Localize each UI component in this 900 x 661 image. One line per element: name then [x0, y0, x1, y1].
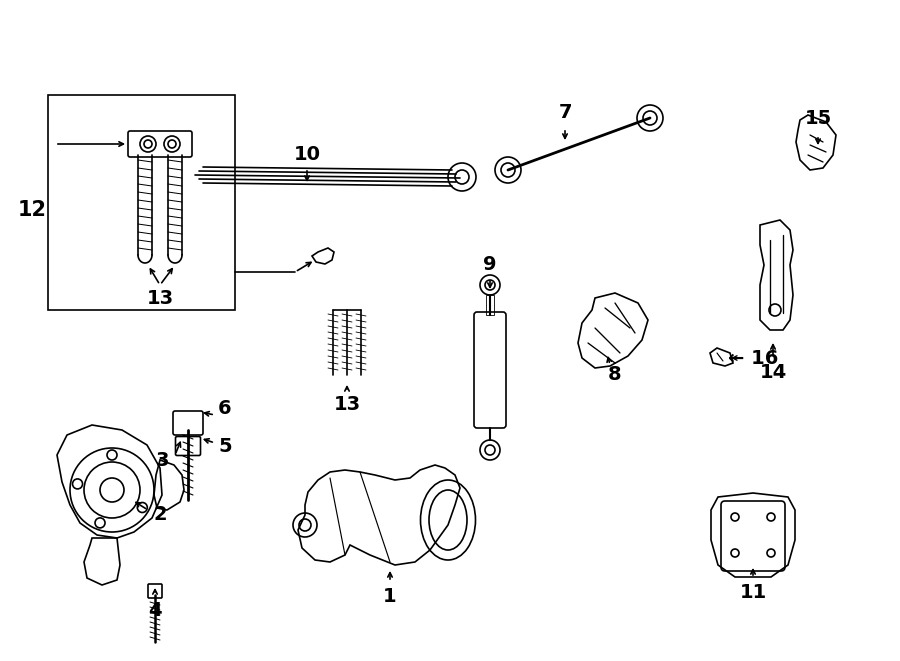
Text: 8: 8 — [608, 366, 622, 385]
Text: 14: 14 — [760, 362, 787, 381]
Text: 12: 12 — [17, 200, 47, 220]
Text: 7: 7 — [558, 104, 572, 122]
Text: 13: 13 — [147, 288, 174, 307]
Text: 9: 9 — [483, 256, 497, 274]
Text: 3: 3 — [155, 451, 169, 469]
Text: ← 16: ← 16 — [728, 348, 778, 368]
Text: 10: 10 — [293, 145, 320, 165]
Text: 4: 4 — [148, 600, 162, 619]
Text: 6: 6 — [218, 399, 232, 418]
Text: 2: 2 — [153, 506, 166, 524]
Text: 11: 11 — [740, 582, 767, 602]
Text: 15: 15 — [805, 108, 832, 128]
Text: 5: 5 — [218, 438, 232, 457]
Bar — [48, 95, 235, 310]
Text: 13: 13 — [333, 395, 361, 414]
Text: 1: 1 — [383, 586, 397, 605]
